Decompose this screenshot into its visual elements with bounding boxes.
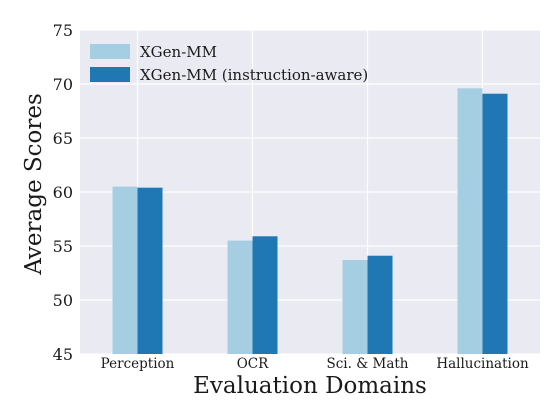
legend-swatch-xgen-mm-instruction-aware bbox=[90, 67, 130, 82]
bar-xgen-mm-2 bbox=[342, 260, 368, 354]
bar-xgen-mm-0 bbox=[112, 186, 138, 354]
x-tick-label: Perception bbox=[101, 356, 175, 372]
bar-xgen-mm-3 bbox=[457, 88, 483, 354]
y-tick-label: 70 bbox=[53, 75, 73, 94]
bar-xgen-mm-instruction-aware-1 bbox=[252, 236, 278, 354]
bar-xgen-mm-instruction-aware-3 bbox=[482, 93, 508, 354]
legend-label-xgen-mm: XGen-MM bbox=[140, 43, 217, 61]
x-tick-label: Hallucination bbox=[436, 356, 529, 372]
y-axis-title: Average Scores bbox=[21, 93, 47, 276]
y-tick-label: 60 bbox=[53, 183, 73, 202]
bar-xgen-mm-1 bbox=[227, 240, 253, 354]
legend-label-xgen-mm-instruction-aware: XGen-MM (instruction-aware) bbox=[140, 66, 368, 84]
legend-swatch-xgen-mm bbox=[90, 44, 130, 59]
y-tick-label: 45 bbox=[53, 345, 73, 364]
y-tick-label: 50 bbox=[53, 291, 73, 310]
y-tick-label: 65 bbox=[53, 129, 73, 148]
legend: XGen-MM XGen-MM (instruction-aware) bbox=[90, 43, 368, 84]
x-tick-labels: Perception OCR Sci. & Math Hallucination bbox=[101, 356, 529, 372]
x-axis-title: Evaluation Domains bbox=[193, 373, 427, 399]
bar-xgen-mm-instruction-aware-2 bbox=[367, 255, 393, 354]
x-tick-label: Sci. & Math bbox=[326, 356, 408, 372]
bar-xgen-mm-instruction-aware-0 bbox=[137, 187, 163, 354]
y-tick-labels: 45 50 55 60 65 70 75 bbox=[53, 21, 73, 364]
x-tick-label: OCR bbox=[237, 356, 269, 372]
bars bbox=[112, 88, 508, 354]
y-tick-label: 75 bbox=[53, 21, 73, 40]
y-tick-label: 55 bbox=[53, 237, 73, 256]
